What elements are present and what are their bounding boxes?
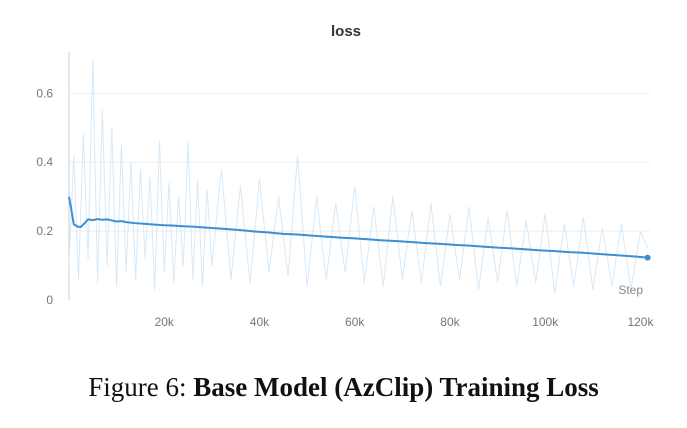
raw-series-layer <box>68 58 649 294</box>
x-tick-label: 60k <box>345 315 365 329</box>
raw-loss-line <box>68 58 649 294</box>
y-tick-label: 0 <box>46 293 53 307</box>
grid-lines <box>69 92 650 232</box>
y-tick-labels: 0 0.2 0.4 0.6 <box>36 86 53 307</box>
smoothed-series-layer <box>68 196 651 261</box>
loss-chart: loss 0 0.2 0.4 0.6 20k 40k 60k 80k 100k 120k Ste… <box>36 23 655 329</box>
x-tick-label: 40k <box>250 315 270 329</box>
figure-caption: Figure 6: Base Model (AzClip) Training L… <box>0 372 687 403</box>
last-point-marker <box>644 254 651 261</box>
x-axis-label: Step <box>618 283 643 297</box>
chart-title: loss <box>331 23 361 40</box>
x-tick-label: 20k <box>155 315 175 329</box>
caption-prefix: Figure 6: <box>88 372 194 402</box>
x-tick-label: 80k <box>440 315 460 329</box>
x-tick-label: 100k <box>532 315 559 329</box>
x-tick-labels: 20k 40k 60k 80k 100k 120k <box>155 315 655 329</box>
x-tick-label: 120k <box>627 315 654 329</box>
caption-title: Base Model (AzClip) Training Loss <box>193 372 599 402</box>
y-tick-label: 0.4 <box>36 155 53 169</box>
y-tick-label: 0.2 <box>36 224 53 238</box>
smoothed-loss-line <box>68 196 648 259</box>
y-tick-label: 0.6 <box>36 86 53 100</box>
